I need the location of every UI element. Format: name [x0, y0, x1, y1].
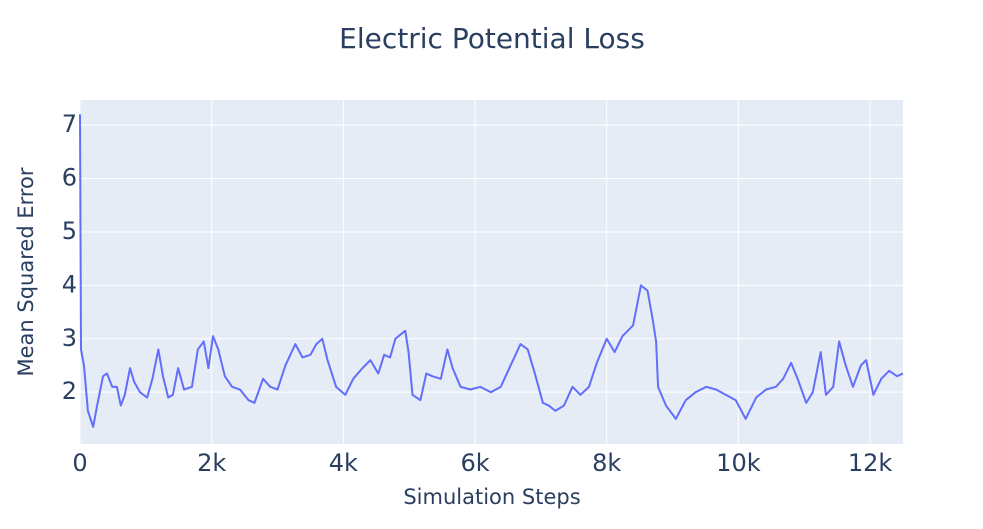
chart-title: Electric Potential Loss: [339, 22, 645, 55]
x-tick-label: 12k: [848, 449, 893, 477]
x-tick-label: 6k: [460, 449, 489, 477]
y-tick-label: 3: [62, 324, 77, 352]
y-axis-title: Mean Squared Error: [14, 167, 38, 376]
y-tick-label: 5: [62, 217, 77, 245]
x-tick-label: 10k: [716, 449, 761, 477]
x-tick-label: 8k: [592, 449, 621, 477]
x-tick-label: 2k: [197, 449, 226, 477]
y-tick-label: 6: [62, 164, 77, 192]
x-tick-label: 4k: [329, 449, 358, 477]
y-tick-label: 4: [62, 270, 77, 298]
x-axis-title: Simulation Steps: [403, 485, 580, 509]
line-series: [79, 114, 904, 428]
plot-area: [80, 100, 903, 444]
y-tick-label: 7: [62, 110, 77, 138]
x-tick-label: 0: [72, 449, 87, 477]
y-tick-label: 2: [62, 377, 77, 405]
